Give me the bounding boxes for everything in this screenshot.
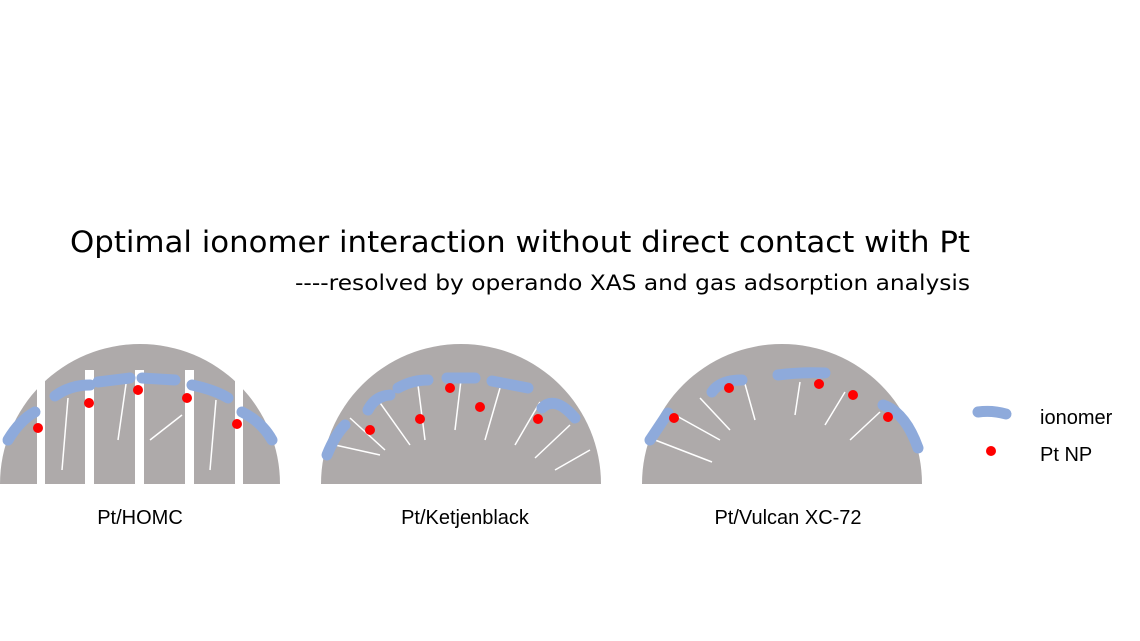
ionomer [2,406,41,446]
panel-label: Pt/Ketjenblack [401,507,530,529]
title: Optimal ionomer interaction without dire… [70,225,970,259]
ionomer [136,372,181,386]
cracks [61,383,217,471]
legend-label: ionomer [1040,407,1113,429]
carbon-support [642,344,922,484]
subtitle: ----resolved by operando XAS and gas ads… [295,271,970,295]
panel-vulcan: Pt/Vulcan XC-72 [642,344,924,529]
pt-nanoparticles [669,379,893,423]
ionomer [877,399,924,454]
pt-nanoparticles [33,385,242,433]
cracks [654,381,881,463]
ionomer [486,375,534,394]
panel-label: Pt/Vulcan XC-72 [714,507,861,529]
ionomer [236,406,278,446]
panel-label: Pt/HOMC [97,507,183,529]
ionomer [321,419,351,461]
cracks [334,379,591,471]
ionomer [536,397,581,424]
legend: ionomer Pt NP [972,405,1113,466]
ionomer [186,379,234,404]
panel-ketjenblack: Pt/Ketjenblack [321,344,601,529]
panel-homc: Pt/HOMC [0,344,280,529]
ionomer [644,407,674,446]
ionomer [772,367,831,381]
legend-label: Pt NP [1040,444,1092,466]
pt-nanoparticles [365,383,543,435]
ionomer [706,374,748,398]
ionomer [362,389,396,416]
legend-pt-swatch [986,446,996,456]
ionomer [392,374,434,394]
carbon-support [321,344,601,484]
ionomer [92,372,136,388]
legend-ionomer-swatch [972,405,1012,420]
ionomer [49,379,96,402]
